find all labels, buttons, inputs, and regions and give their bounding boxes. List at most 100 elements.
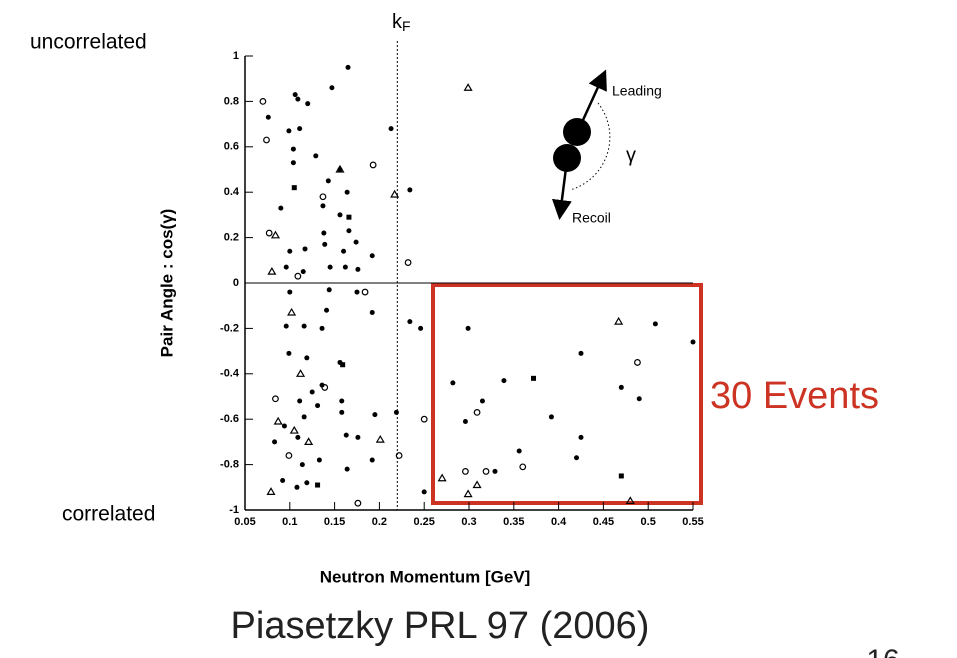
point: [335, 164, 345, 173]
point: [297, 398, 303, 404]
point: [270, 230, 281, 239]
point: [263, 136, 270, 144]
y-tick-label: -0.4: [220, 368, 240, 380]
point: [618, 473, 624, 479]
point: [289, 425, 299, 434]
point: [361, 288, 369, 296]
point: [297, 126, 303, 132]
point: [690, 339, 696, 345]
point: [482, 468, 490, 475]
point: [354, 499, 362, 507]
y-tick-label: 0.8: [224, 95, 239, 107]
point: [388, 126, 394, 132]
point: [421, 489, 427, 495]
point: [273, 416, 283, 425]
point: [355, 434, 361, 440]
point: [390, 189, 400, 198]
point: [283, 264, 289, 270]
x-tick-label: 0.4: [551, 516, 567, 528]
point: [292, 92, 298, 98]
point: [548, 414, 554, 420]
y-tick-label: -1: [229, 504, 239, 516]
point: [519, 463, 527, 471]
x-tick-label: 0.5: [641, 516, 656, 528]
recoil-label: Recoil: [572, 210, 611, 226]
point: [341, 248, 347, 254]
y-tick-label: 1: [233, 50, 239, 62]
point: [393, 409, 399, 415]
point: [355, 266, 361, 272]
x-tick-label: 0.1: [282, 516, 297, 528]
point: [290, 160, 296, 166]
point: [287, 289, 293, 295]
y-axis-label: Pair Angle : cos(γ): [157, 209, 176, 358]
point: [420, 415, 428, 423]
point: [285, 452, 293, 459]
point: [287, 248, 293, 254]
point: [407, 187, 413, 193]
point: [302, 246, 308, 252]
angle-arc: [569, 102, 611, 191]
x-tick-label: 0.05: [234, 516, 255, 528]
point: [353, 239, 359, 245]
point: [574, 455, 580, 461]
point: [618, 384, 624, 390]
point: [281, 423, 287, 429]
x-tick-label: 0.45: [593, 516, 614, 528]
point: [319, 193, 327, 201]
point: [369, 310, 375, 316]
y-tick-label: 0: [233, 277, 239, 289]
point: [340, 362, 346, 368]
page-number: 16: [866, 644, 899, 658]
point: [372, 412, 378, 418]
leading-label: Leading: [612, 83, 662, 99]
point: [337, 212, 343, 218]
point: [369, 457, 375, 463]
point: [321, 230, 327, 236]
point: [301, 414, 307, 420]
point: [299, 462, 305, 468]
point: [346, 228, 352, 234]
point: [259, 97, 267, 105]
point: [369, 253, 375, 259]
vline-label-sub: F: [402, 18, 411, 34]
point: [501, 378, 507, 384]
point: [295, 434, 301, 440]
point: [578, 434, 584, 440]
point: [395, 452, 403, 459]
point: [472, 480, 482, 489]
point: [652, 321, 658, 327]
point: [339, 398, 345, 404]
point: [407, 319, 413, 325]
point: [280, 477, 286, 483]
y-tick-label: 0.4: [224, 186, 240, 198]
point: [578, 350, 584, 356]
point: [319, 382, 325, 388]
point: [473, 408, 481, 416]
x-tick-label: 0.35: [503, 516, 524, 528]
point: [272, 395, 279, 403]
point: [283, 323, 289, 329]
highlight-box: [431, 283, 703, 505]
citation: Piasetzky PRL 97 (2006): [231, 605, 650, 647]
point: [322, 241, 328, 247]
point: [492, 468, 498, 474]
point: [418, 325, 424, 331]
point: [315, 403, 321, 409]
point: [369, 161, 377, 169]
point: [301, 323, 307, 329]
point: [343, 432, 349, 438]
point: [479, 398, 485, 404]
point: [320, 203, 326, 209]
point: [300, 269, 306, 275]
point: [267, 266, 277, 275]
point: [321, 384, 329, 391]
point: [437, 473, 447, 482]
point: [450, 380, 456, 386]
point: [325, 178, 331, 184]
x-tick-label: 0.55: [682, 516, 703, 528]
point: [290, 146, 296, 152]
point: [614, 316, 624, 325]
point: [404, 259, 412, 266]
